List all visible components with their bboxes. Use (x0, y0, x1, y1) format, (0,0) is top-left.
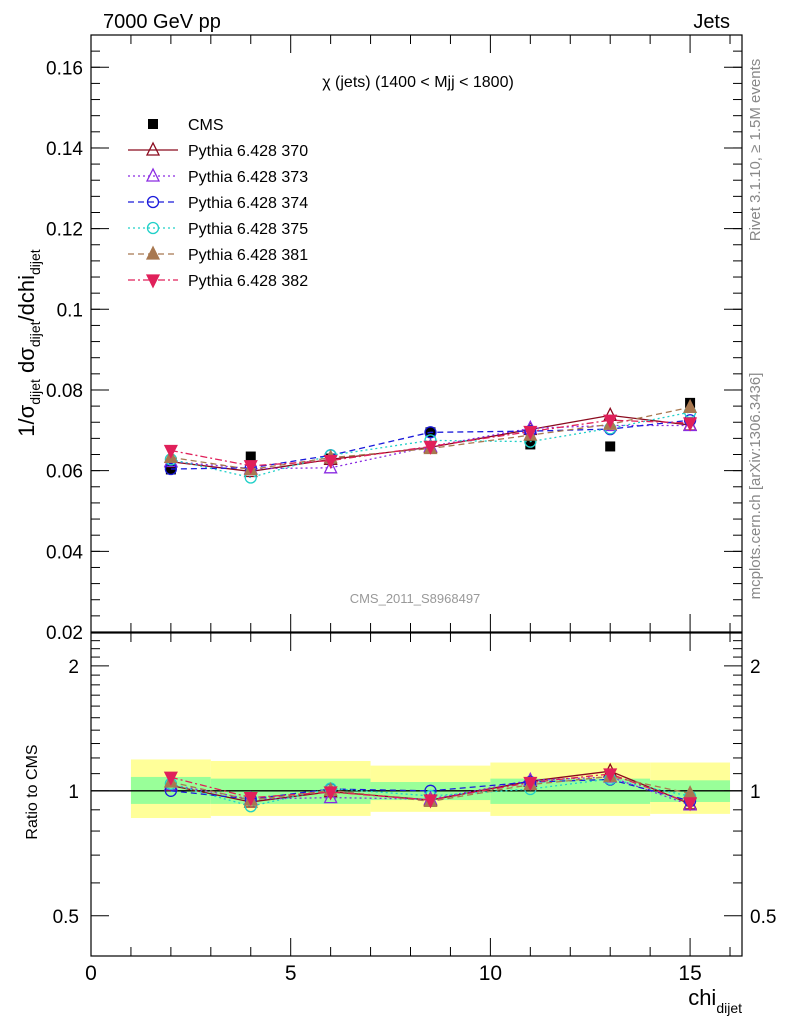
y-tick-label: 0.02 (46, 623, 83, 644)
data-point (605, 441, 616, 452)
data-point (523, 425, 538, 440)
data-point (603, 414, 618, 429)
ratio-y-tick-label-right: 0.5 (750, 907, 776, 928)
x-tick-label: 5 (285, 962, 297, 985)
ratio-y-tick-label-right: 2 (750, 657, 761, 678)
main-y-axis-label: 1/σdijet dσdijet/dchidijet (14, 249, 43, 437)
legend-entry: Pythia 6.428 382 (128, 273, 308, 290)
ratio-plot-frame (90, 632, 743, 957)
ratio-point (603, 768, 618, 783)
data-point (424, 426, 437, 439)
ratio-point (243, 791, 258, 807)
series-pythia-6-428-382 (163, 414, 698, 475)
data-point (323, 454, 338, 470)
legend-entry: Pythia 6.428 375 (128, 221, 308, 238)
ratio-y-tick-label: 2 (68, 657, 79, 678)
ratio-panel: 0.5 0.5 1 1 2 2 0 5 10 15 Ratio to CMS (24, 632, 776, 985)
main-plot-frame (90, 34, 743, 633)
data-point (525, 439, 536, 450)
legend: CMS Pythia 6.428 370 Pythia 6.428 373 Pythi… (128, 117, 308, 290)
y-tick-label: 0.1 (57, 300, 83, 321)
data-point (165, 464, 176, 475)
data-point (164, 462, 178, 476)
x-tick-label: 10 (479, 962, 502, 985)
ratio-point (323, 789, 338, 804)
y-tick-label: 0.14 (46, 139, 83, 160)
header-energy-label: 7000 GeV pp (103, 11, 221, 33)
header-jets-label: Jets (693, 11, 730, 33)
legend-label: Pythia 6.428 382 (188, 273, 308, 290)
main-plot-content (163, 397, 698, 484)
ratio-y-tick-label: 1 (68, 782, 79, 803)
legend-marker (145, 245, 161, 260)
y-tick-label: 0.04 (46, 542, 83, 563)
y-tick-label: 0.06 (46, 462, 83, 483)
ratio-point (423, 794, 438, 809)
x-tick-label: 15 (678, 962, 701, 985)
x-axis-label: chidijet (688, 985, 742, 1016)
legend-entry: CMS (148, 117, 224, 134)
y-tick-label: 0.08 (46, 381, 83, 402)
ratio-point (323, 786, 338, 801)
mcplots-label: mcplots.cern.ch [arXiv:1306.3436] (747, 373, 764, 600)
y-tick-label: 0.16 (46, 58, 83, 79)
x-tick-label: 0 (85, 962, 97, 985)
rivet-version-label: Rivet 3.1.10, ≥ 1.5M events (747, 59, 764, 242)
data-point (245, 451, 256, 462)
ratio-point (523, 776, 538, 791)
main-axis-ticks: 0.02 0.04 0.06 0.08 0.1 0.12 0.14 0.16 (46, 34, 742, 644)
ratio-y-tick-label: 0.5 (53, 907, 79, 928)
data-point (423, 440, 438, 455)
legend-entry: Pythia 6.428 381 (128, 245, 308, 264)
legend-label: Pythia 6.428 370 (188, 143, 308, 160)
legend-marker (145, 141, 161, 156)
data-point (243, 460, 258, 475)
ratio-axis-ticks: 0.5 0.5 1 1 2 2 0 5 10 15 (53, 633, 776, 985)
main-panel: 0.02 0.04 0.06 0.08 0.1 0.12 0.14 0.16 χ (jets)… (14, 34, 743, 644)
legend-marker (145, 274, 161, 289)
ratio-y-tick-label-right: 1 (750, 782, 761, 803)
legend-marker (145, 167, 161, 182)
legend-entry: Pythia 6.428 373 (128, 167, 308, 186)
legend-label: Pythia 6.428 374 (188, 195, 308, 212)
legend-marker (146, 221, 160, 235)
ratio-series-pythia-6-428-382 (163, 768, 698, 812)
legend-label: Pythia 6.428 375 (188, 221, 308, 238)
ratio-point (683, 797, 698, 812)
legend-entry: Pythia 6.428 370 (128, 141, 308, 160)
ratio-point (163, 771, 178, 786)
data-point (323, 459, 338, 474)
legend-marker (146, 195, 160, 209)
legend-label: Pythia 6.428 381 (188, 247, 308, 264)
main-plot-title: χ (jets) (1400 < Mjj < 1800) (322, 74, 514, 91)
data-point (683, 417, 698, 432)
legend-label: CMS (188, 117, 224, 134)
ratio-plot-content (91, 759, 742, 819)
legend-marker (148, 119, 158, 129)
legend-label: Pythia 6.428 373 (188, 169, 308, 186)
legend-entry: Pythia 6.428 374 (128, 195, 308, 212)
data-point (683, 398, 698, 413)
analysis-watermark: CMS_2011_S8968497 (350, 591, 481, 606)
y-tick-label: 0.12 (46, 220, 83, 241)
ratio-y-axis-label: Ratio to CMS (24, 744, 41, 839)
data-point (163, 444, 178, 459)
